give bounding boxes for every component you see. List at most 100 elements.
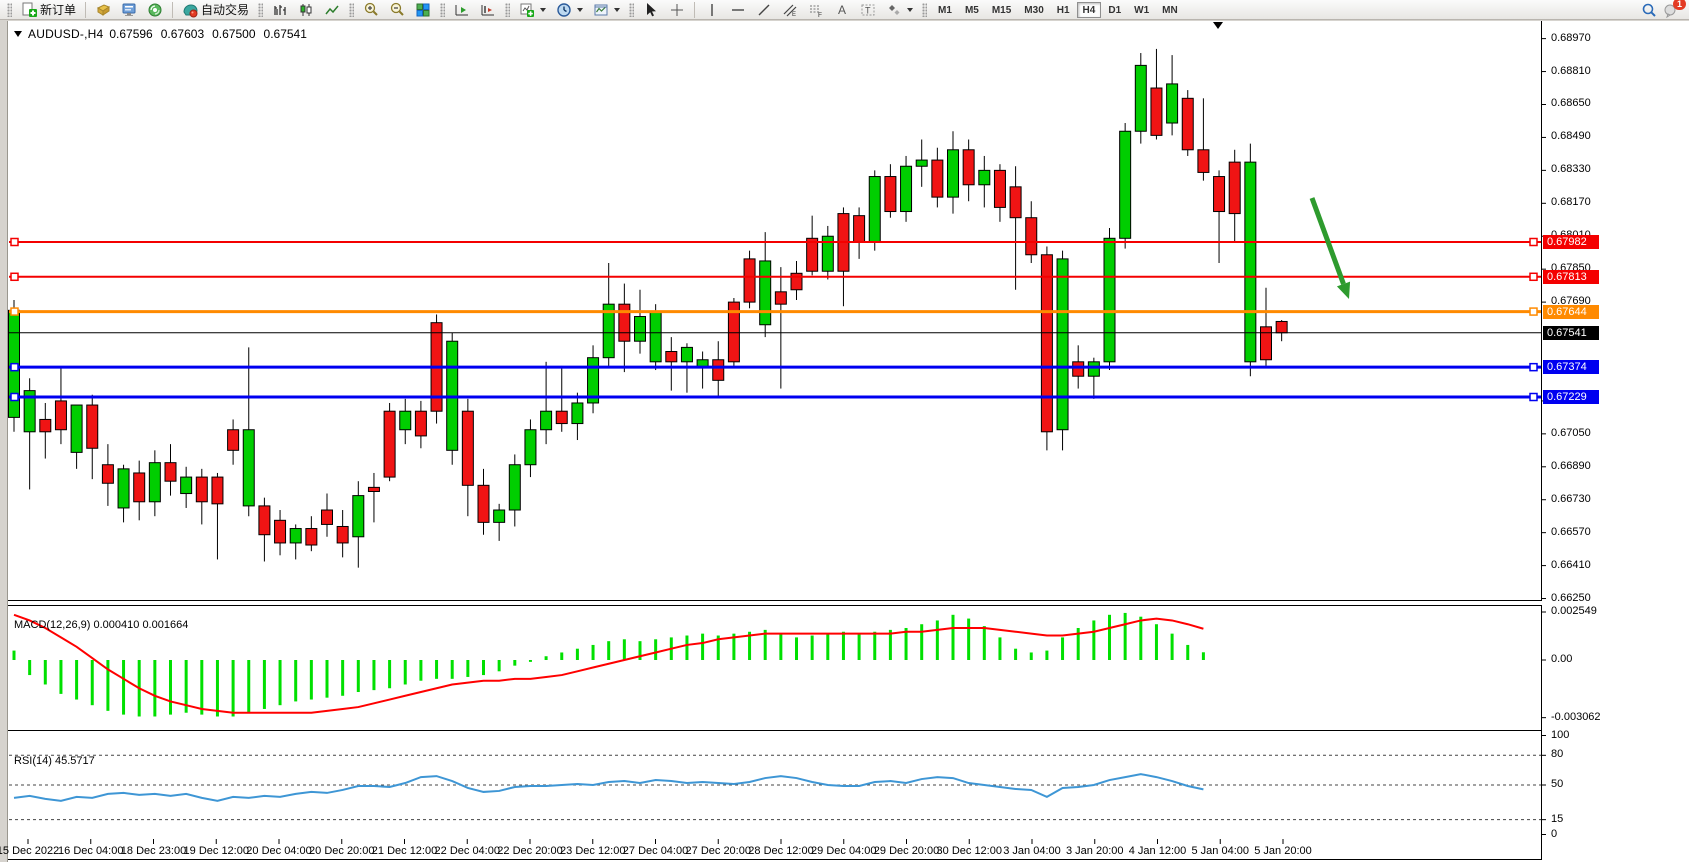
macd-panel[interactable] <box>8 605 1542 747</box>
price-tag-support-2[interactable]: 0.67229 <box>1543 390 1599 404</box>
price-tag-support-1[interactable]: 0.67374 <box>1543 360 1599 375</box>
signal-button[interactable] <box>143 1 167 19</box>
timeframe-h1[interactable]: H1 <box>1056 4 1070 16</box>
line-chart-button[interactable] <box>320 1 344 19</box>
vertical-line-button[interactable] <box>700 1 724 19</box>
timeframe-m5[interactable]: M5 <box>964 4 979 16</box>
chart-menu-triangle-icon[interactable] <box>14 31 22 37</box>
fibonacci-button[interactable]: F <box>804 1 828 19</box>
candlestick-chart-icon <box>298 2 314 18</box>
terminal-button[interactable] <box>117 1 141 19</box>
line-chart-icon <box>324 2 340 18</box>
timeframe-mn[interactable]: MN <box>1162 4 1178 16</box>
chart-shift-marker-icon[interactable] <box>1213 22 1223 29</box>
period-clock-button[interactable] <box>552 1 587 19</box>
timeframe-d1[interactable]: D1 <box>1108 4 1122 16</box>
price-axis-tick: 0.67690 <box>1551 295 1591 308</box>
zoom-out-button[interactable] <box>385 1 409 19</box>
price-axis-tick: 0.68810 <box>1551 64 1591 77</box>
macd-signal-value: 0.001664 <box>142 618 189 631</box>
window-left-frame <box>0 21 8 862</box>
autotrading-button[interactable]: 自动交易 <box>178 1 253 19</box>
main-toolbar: 新订单 自动交易 <box>0 0 1689 20</box>
price-axis-tick: 0.68970 <box>1551 31 1591 44</box>
macd-axis-tick: 0.00 <box>1551 653 1573 665</box>
time-axis-label: 27 Dec 20:00 <box>685 845 751 857</box>
rsi-value: 45.5717 <box>54 754 95 767</box>
time-axis-label: 20 Dec 04:00 <box>246 845 312 857</box>
time-axis-label: 28 Dec 12:00 <box>748 845 814 857</box>
timeframe-m15[interactable]: M15 <box>991 4 1012 16</box>
time-axis-label: 21 Dec 12:00 <box>371 845 438 857</box>
close-value: 0.67541 <box>263 27 307 41</box>
timeframe-m30[interactable]: M30 <box>1024 4 1044 16</box>
chart-title-overlay: AUDUSD-,H4 0.67596 0.67603 0.67500 0.675… <box>14 27 307 41</box>
price-chart-panel[interactable] <box>8 21 1542 601</box>
text-icon: A <box>834 2 850 18</box>
channel-button[interactable]: E <box>778 1 802 19</box>
tile-windows-icon <box>415 2 431 18</box>
rsi-panel[interactable] <box>8 730 1542 860</box>
toolbar-grip[interactable] <box>7 2 12 17</box>
time-axis-label: 4 Jan 12:00 <box>1128 845 1187 857</box>
timeframe-m1[interactable]: M1 <box>938 4 952 16</box>
crosshair-button[interactable] <box>665 1 689 19</box>
rsi-axis-tick: 100 <box>1551 728 1570 741</box>
macd-axis-tick: 0.002549 <box>1551 605 1597 617</box>
horizontal-line-button[interactable] <box>726 1 750 19</box>
price-axis-column[interactable] <box>1543 21 1689 862</box>
deposit-button[interactable] <box>91 1 115 19</box>
price-tag-current-price[interactable]: 0.67541 <box>1543 325 1599 340</box>
template-button[interactable] <box>589 1 624 19</box>
text-button[interactable]: A <box>830 1 854 19</box>
new-order-button[interactable]: 新订单 <box>17 1 80 19</box>
tile-windows-button[interactable] <box>411 1 435 19</box>
fibonacci-icon: F <box>808 2 824 18</box>
rsi-label: RSI(14) 45.5717 <box>14 754 95 767</box>
time-axis-label: 3 Jan 04:00 <box>1003 845 1061 857</box>
time-axis-label: 22 Dec 04:00 <box>434 845 500 857</box>
search-icon[interactable] <box>1641 2 1657 18</box>
shapes-button[interactable] <box>882 1 917 19</box>
terminal-icon <box>121 2 137 18</box>
horizontal-line-icon <box>730 2 746 18</box>
time-axis-label: 23 Dec 12:00 <box>560 845 626 857</box>
zoom-in-button[interactable] <box>359 1 383 19</box>
macd-label: MACD(12,26,9) 0.000410 0.001664 <box>14 618 189 631</box>
new-chart-button[interactable] <box>515 1 550 19</box>
chevron-down-icon <box>540 7 547 12</box>
candlestick-chart-button[interactable] <box>294 1 318 19</box>
open-value: 0.67596 <box>109 27 153 41</box>
time-axis-label: 16 Dec 04:00 <box>58 845 124 857</box>
macd-main-value: 0.000410 <box>93 618 140 631</box>
rsi-axis-tick: 50 <box>1551 778 1564 790</box>
time-axis-label: 20 Dec 20:00 <box>309 845 375 857</box>
price-axis-tick: 0.68330 <box>1551 163 1591 176</box>
time-axis-label: 19 Dec 12:00 <box>183 845 249 857</box>
chevron-down-icon <box>614 7 621 12</box>
new-chart-icon <box>519 2 535 18</box>
price-tag-pivot-orange[interactable]: 0.67644 <box>1543 304 1599 319</box>
trendline-button[interactable] <box>752 1 776 19</box>
chart-shift-button[interactable] <box>476 1 500 19</box>
crosshair-icon <box>669 2 685 18</box>
shapes-icon <box>886 2 902 18</box>
timeframe-w1[interactable]: W1 <box>1134 4 1150 16</box>
svg-text:E: E <box>792 12 796 18</box>
price-tag-resistance-2[interactable]: 0.67813 <box>1543 269 1599 284</box>
auto-scroll-button[interactable] <box>450 1 474 19</box>
time-axis-label: 5 Jan 04:00 <box>1191 845 1250 857</box>
price-axis-tick: 0.68650 <box>1551 97 1591 110</box>
cursor-button[interactable] <box>639 1 663 19</box>
ohlc-readout: 0.67596 0.67603 0.67500 0.67541 <box>109 27 307 41</box>
bar-chart-button[interactable] <box>268 1 292 19</box>
timeframe-group: M1 M5 M15 M30 H1 H4 D1 W1 MN <box>932 1 1184 18</box>
community-icon[interactable]: 1 <box>1663 0 1686 18</box>
timeframe-h4[interactable]: H4 <box>1076 1 1102 18</box>
chevron-down-icon <box>577 7 584 12</box>
deposit-icon <box>95 2 111 18</box>
label-icon: T <box>860 2 876 18</box>
price-tag-resistance-1[interactable]: 0.67982 <box>1543 235 1599 249</box>
price-axis-tick: 0.66410 <box>1551 558 1591 571</box>
label-button[interactable]: T <box>856 1 880 19</box>
